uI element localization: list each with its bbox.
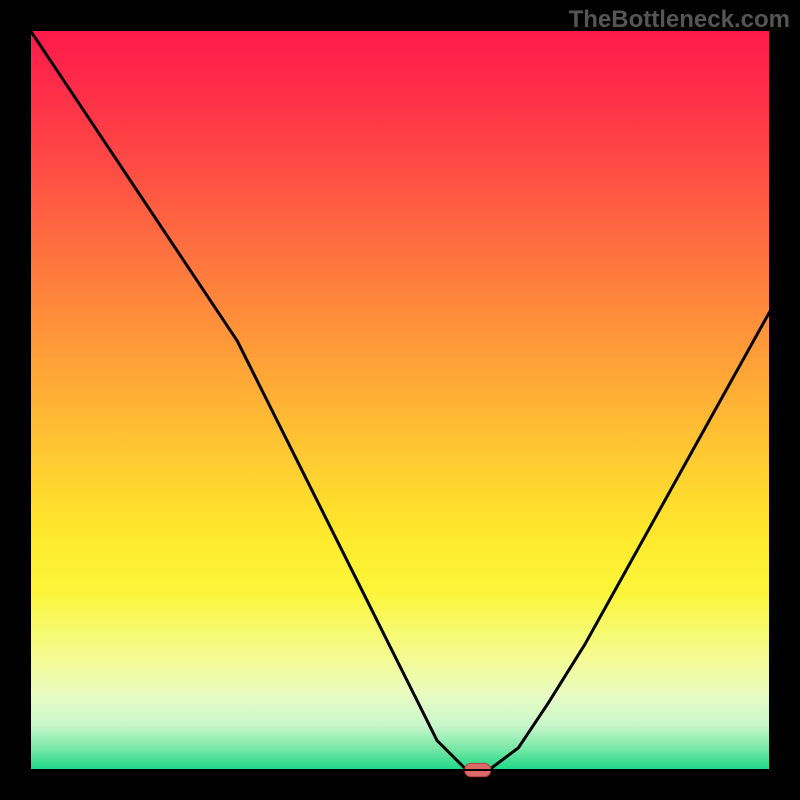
bottleneck-chart xyxy=(0,0,800,800)
watermark-text: TheBottleneck.com xyxy=(569,6,790,34)
chart-container: TheBottleneck.com xyxy=(0,0,800,800)
